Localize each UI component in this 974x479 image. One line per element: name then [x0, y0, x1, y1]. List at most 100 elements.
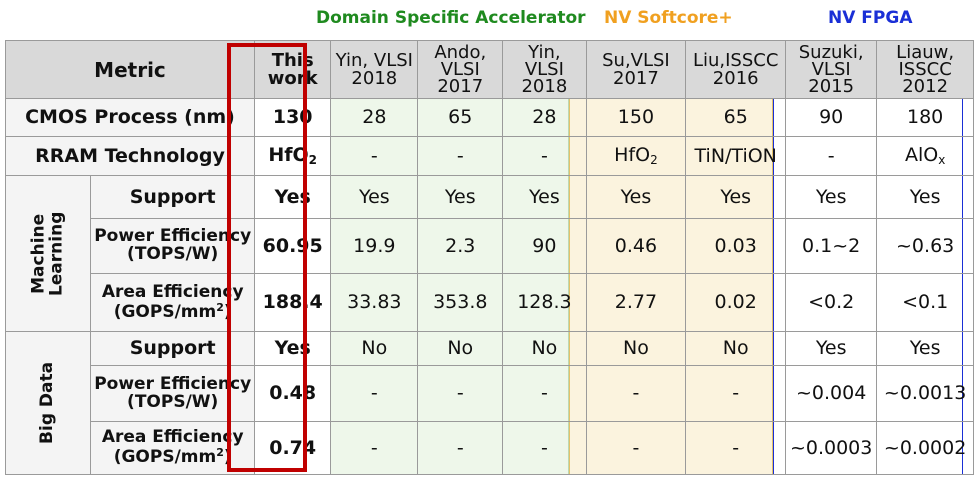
- this-work-cell: Yes: [253, 331, 332, 366]
- group-label-nv-softcore: NV Softcore+: [604, 8, 733, 28]
- row-label-line: (TOPS/W): [127, 391, 219, 412]
- value-cell: No: [685, 331, 787, 366]
- value-cell: -: [502, 136, 587, 176]
- ref-header-line: VLSI: [440, 58, 480, 80]
- value-cell: ~0.0003: [785, 421, 878, 475]
- value-cell: -: [502, 365, 587, 422]
- ref-header-yin-2018a: Yin, VLSI 2018: [330, 40, 419, 99]
- row-label-line: Power Efficiency: [94, 226, 252, 247]
- ref-header-ando-2017: Ando, VLSI 2017: [417, 40, 504, 99]
- ref-header-liauw-2012: Liauw, ISSCC 2012: [876, 40, 974, 99]
- value-cell: No: [417, 331, 504, 366]
- value-cell: ~0.004: [785, 365, 878, 422]
- group-label-big-data: Big Data: [4, 331, 92, 475]
- value-cell: 0.46: [585, 218, 687, 274]
- row-label-line: Area Efficiency: [101, 427, 244, 448]
- value-cell: Yes: [785, 331, 878, 366]
- value-cell: Yes: [585, 175, 687, 219]
- value-cell: 150: [585, 98, 687, 137]
- formula-base: HfO: [614, 144, 651, 166]
- row-label-area-efficiency: Area Efficiency (GOPS/mm2): [90, 273, 255, 332]
- this-work-cell: HfO2: [253, 136, 332, 176]
- value-cell: -: [417, 136, 504, 176]
- ref-header-line: 2017: [437, 76, 484, 98]
- ref-header-line: Suzuki,: [798, 41, 864, 63]
- value-cell: Yes: [876, 331, 974, 366]
- unit-superscript: 2: [216, 300, 224, 314]
- value-cell: 90: [502, 218, 587, 274]
- group-label-machine-learning: Machine Learning: [4, 175, 92, 332]
- metric-header: Metric: [5, 40, 255, 99]
- table-row-ml-power: Power Efficiency (TOPS/W) 60.95 19.9 2.3…: [6, 218, 974, 274]
- table-row-bd-area: Area Efficiency (GOPS/mm2) 0.74 - - - - …: [6, 421, 974, 475]
- formula-subscript: 2: [650, 153, 658, 167]
- value-cell: <0.2: [785, 273, 878, 332]
- value-cell: Yes: [330, 175, 419, 219]
- value-cell: Yes: [685, 175, 787, 219]
- ref-header-line: 2016: [712, 67, 759, 89]
- value-cell: 128.3: [502, 273, 587, 332]
- table-row-ml-area: Area Efficiency (GOPS/mm2) 188.4 33.83 3…: [6, 273, 974, 332]
- value-cell: -: [330, 421, 419, 475]
- value-cell: -: [502, 421, 587, 475]
- value-cell: ~0.0013: [876, 365, 974, 422]
- table-row-cmos: CMOS Process (nm) 130 28 65 28 150 65 90…: [5, 98, 974, 137]
- row-label-line: ): [223, 301, 232, 322]
- value-cell: 28: [330, 98, 419, 137]
- ref-header-line: Ando,: [434, 41, 487, 63]
- ref-header-line: 2017: [613, 67, 659, 89]
- value-cell: Yes: [502, 175, 587, 219]
- ref-header-line: 2015: [808, 76, 855, 98]
- table-row-rram: RRAM Technology HfO2 - - - HfO2 TiN/TiON…: [5, 136, 974, 176]
- value-cell: 2.3: [417, 218, 504, 274]
- this-work-cell: Yes: [253, 175, 332, 219]
- group-label-line: Big Data: [37, 361, 58, 445]
- value-cell: 353.8: [417, 273, 504, 332]
- group-label-nv-fpga: NV FPGA: [828, 8, 913, 28]
- value-cell: Yes: [876, 175, 974, 219]
- formula-subscript: 2: [308, 153, 318, 167]
- value-cell: 0.03: [685, 218, 787, 274]
- unit-superscript: 2: [216, 446, 224, 459]
- ref-header-line: Yin,: [528, 41, 561, 63]
- row-label-line: Area Efficiency: [101, 281, 244, 302]
- value-cell: -: [585, 421, 687, 475]
- this-work-header-line: work: [267, 67, 318, 89]
- ref-header-liu-2016: Liu,ISSCC 2016: [685, 40, 787, 99]
- value-cell: -: [330, 365, 419, 422]
- value-cell: -: [585, 365, 687, 422]
- ref-header-line: Liu,ISSCC: [692, 50, 779, 72]
- value-cell: -: [685, 365, 787, 422]
- value-cell: 28: [502, 98, 587, 137]
- value-cell: 0.1~2: [785, 218, 878, 274]
- this-work-cell: 188.4: [253, 273, 332, 332]
- value-cell: 180: [876, 98, 974, 137]
- row-label-support: Support: [90, 175, 255, 219]
- ref-header-line: VLSI: [811, 58, 851, 80]
- row-label-area-efficiency: Area Efficiency (GOPS/mm2): [90, 421, 255, 475]
- value-cell: -: [685, 421, 787, 475]
- this-work-header: This work: [253, 40, 332, 99]
- value-cell: ~0.0002: [876, 421, 974, 475]
- this-work-cell: 130: [253, 98, 332, 137]
- row-label-cmos: CMOS Process (nm): [5, 98, 255, 137]
- value-cell: No: [585, 331, 687, 366]
- this-work-cell: 0.48: [253, 365, 332, 422]
- row-label-power-efficiency: Power Efficiency (TOPS/W): [90, 218, 255, 274]
- ref-header-line: 2018: [351, 67, 398, 89]
- ref-header-line: 2018: [521, 76, 568, 98]
- group-label-line: Learning: [46, 211, 67, 296]
- ref-header-line: Su,VLSI: [602, 50, 670, 72]
- header-row: Metric This work Yin, VLSI 2018 Ando, VL…: [5, 40, 974, 99]
- ref-header-su-2017: Su,VLSI 2017: [585, 40, 687, 99]
- this-work-cell: 60.95: [253, 218, 332, 274]
- value-cell: 65: [685, 98, 787, 137]
- value-cell: -: [785, 136, 878, 176]
- value-cell: -: [417, 421, 504, 475]
- value-cell: 0.02: [685, 273, 787, 332]
- row-label-line: (GOPS/mm: [113, 301, 217, 322]
- row-label-power-efficiency: Power Efficiency (TOPS/W): [90, 365, 255, 422]
- row-label-line: Power Efficiency: [94, 373, 252, 394]
- value-cell: 33.83: [330, 273, 419, 332]
- formula-base: HfO: [268, 144, 309, 166]
